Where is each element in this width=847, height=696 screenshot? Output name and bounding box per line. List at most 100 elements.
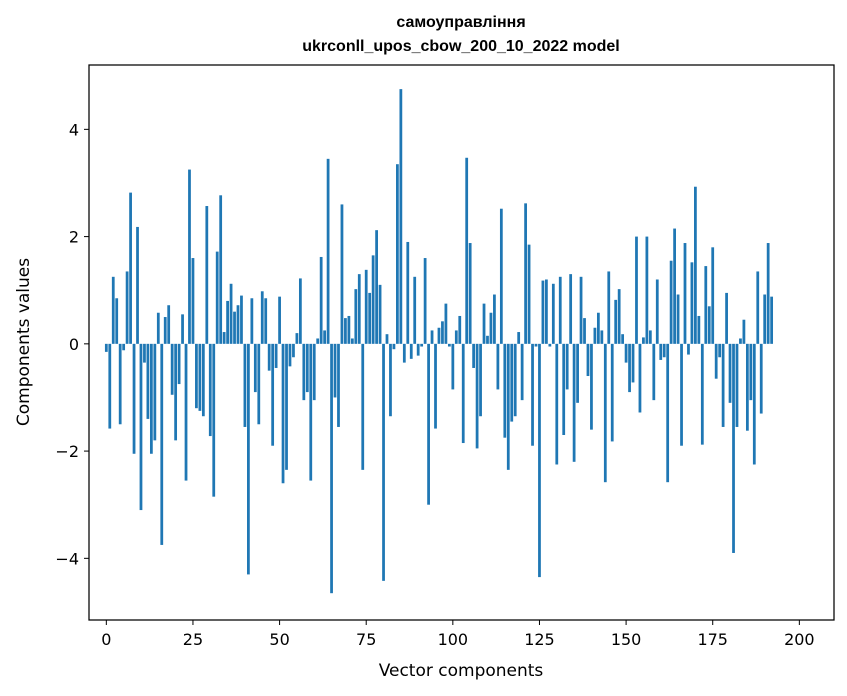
bar [402,343,406,363]
bar [749,343,753,401]
bar [115,298,119,344]
bar [600,330,604,344]
bar [323,330,327,344]
bar [430,330,434,344]
bar [250,298,254,344]
bar [659,343,663,360]
bar [174,343,178,441]
bar [344,318,347,344]
bar [645,236,649,344]
bar [451,343,455,390]
bar [274,343,278,368]
bar [534,343,538,347]
bar [212,343,216,497]
bar [350,338,354,344]
bar [551,283,555,344]
bar [371,255,375,344]
y-tick-label: −2 [55,442,79,461]
y-tick-label: 2 [69,228,79,247]
bar [184,343,188,481]
bar [607,271,611,344]
bar [631,343,635,383]
bar [669,260,673,344]
plot-area [89,65,834,620]
bar [493,294,496,344]
bar [759,343,763,414]
bar [697,315,701,344]
bar [104,343,108,352]
bar [610,343,614,442]
bar [475,343,479,449]
x-tick-label: 125 [524,630,555,649]
bar [167,305,171,344]
bar [149,343,153,454]
bar [125,271,129,344]
bar [735,343,739,427]
bar [271,343,275,446]
bar [732,343,735,553]
bar [427,343,430,505]
bar [195,343,198,409]
bar [714,343,718,379]
bar [416,343,420,356]
bar [718,343,722,358]
bar [621,334,625,344]
bar [545,279,548,344]
bar [468,243,472,344]
bar [337,343,340,427]
bar [226,300,229,344]
bar [340,204,344,344]
bar [409,343,413,359]
y-axis-ticks: −4 −2 0 2 4 [55,120,89,568]
bar [139,343,143,511]
y-axis-label: Components values [14,258,34,426]
bar [253,343,257,393]
bar [579,276,583,344]
x-tick-label: 100 [438,630,469,649]
bar [160,343,164,545]
bar [267,343,271,371]
bar [721,343,725,427]
bar [673,228,676,344]
bar [479,343,482,417]
bar [652,343,656,401]
bar [590,343,593,430]
bar [662,343,666,358]
bar [728,343,732,403]
bar [444,303,448,344]
bar [752,343,756,465]
bar [236,305,240,344]
bar [465,157,469,344]
bar [638,343,642,413]
bar [240,295,243,344]
bar [170,343,174,395]
bar [122,343,126,351]
bar [385,334,389,344]
bar [129,192,132,344]
bars-layer [104,89,774,594]
bar [347,315,351,344]
bar [603,343,607,483]
bar [382,343,385,581]
bar [413,276,417,344]
bar [298,278,302,344]
chart-title: самоуправління [396,14,525,31]
bar [676,294,680,344]
bar [680,343,683,446]
bar [531,343,534,446]
bar [264,298,268,344]
bar [361,343,365,470]
bar [520,343,524,401]
bar [441,321,444,344]
bar [565,343,569,390]
bar [704,266,708,344]
bar [285,343,288,470]
x-tick-label: 50 [269,630,289,649]
bar [378,284,382,344]
bar [586,343,590,377]
bar [396,164,399,344]
bar [143,343,146,363]
bar [392,343,396,350]
bar [191,258,195,344]
bar [666,343,670,483]
